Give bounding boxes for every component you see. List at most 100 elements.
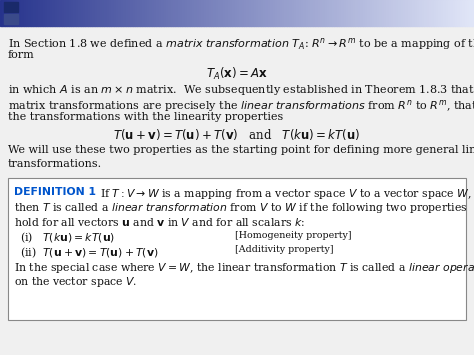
Bar [135, 0, 137, 26]
Bar [126, 0, 128, 26]
Bar [244, 0, 246, 26]
Bar [204, 0, 206, 26]
Bar [21, 0, 24, 26]
Bar [448, 0, 450, 26]
Bar [78, 0, 81, 26]
Bar [351, 0, 353, 26]
Bar [379, 0, 382, 26]
Bar [190, 0, 192, 26]
Bar [142, 0, 145, 26]
Bar [422, 0, 424, 26]
Bar [405, 0, 408, 26]
Bar [280, 0, 282, 26]
FancyBboxPatch shape [8, 178, 466, 320]
Bar [438, 0, 441, 26]
Bar [358, 0, 360, 26]
Bar [62, 0, 64, 26]
Bar [313, 0, 315, 26]
Bar [365, 0, 367, 26]
Bar [168, 0, 171, 26]
Bar [237, 0, 239, 26]
Bar [216, 0, 218, 26]
Bar [69, 0, 71, 26]
Bar [462, 0, 465, 26]
Bar [12, 0, 14, 26]
Bar [199, 0, 201, 26]
Text: the transformations with the linearity properties: the transformations with the linearity p… [8, 112, 283, 122]
Bar [339, 0, 341, 26]
Bar [450, 0, 453, 26]
Text: [Homogeneity property]: [Homogeneity property] [235, 231, 352, 240]
Bar [263, 0, 265, 26]
Bar [232, 0, 235, 26]
Bar [415, 0, 417, 26]
Bar [173, 0, 175, 26]
Bar [251, 0, 254, 26]
Bar [57, 0, 59, 26]
Bar [159, 0, 161, 26]
Bar [36, 0, 38, 26]
Bar [469, 0, 472, 26]
Bar [453, 0, 455, 26]
Bar [156, 0, 159, 26]
Bar [145, 0, 147, 26]
Bar [363, 0, 365, 26]
Bar [185, 0, 187, 26]
Bar [457, 0, 460, 26]
Bar [472, 0, 474, 26]
Bar [246, 0, 249, 26]
Bar [337, 0, 339, 26]
Bar [230, 0, 232, 26]
Bar [17, 0, 19, 26]
Bar [33, 0, 36, 26]
Text: $T_A(\mathbf{x}) = A\mathbf{x}$: $T_A(\mathbf{x}) = A\mathbf{x}$ [206, 66, 268, 82]
Bar [137, 0, 140, 26]
Bar [353, 0, 356, 26]
Bar [24, 0, 26, 26]
Bar [123, 0, 126, 26]
Bar [265, 0, 268, 26]
Bar [140, 0, 142, 26]
Bar [147, 0, 149, 26]
Bar [133, 0, 135, 26]
Bar [97, 0, 100, 26]
Bar [277, 0, 280, 26]
Bar [235, 0, 237, 26]
Bar [225, 0, 228, 26]
Bar [424, 0, 427, 26]
Bar [178, 0, 180, 26]
Bar [419, 0, 422, 26]
Bar [121, 0, 123, 26]
Bar [182, 0, 185, 26]
Bar [332, 0, 334, 26]
Bar [50, 0, 52, 26]
Bar [308, 0, 310, 26]
Bar [261, 0, 263, 26]
Text: hold for all vectors $\mathbf{u}$ and $\mathbf{v}$ in $V$ and for all scalars $k: hold for all vectors $\mathbf{u}$ and $\… [14, 215, 305, 228]
Bar [289, 0, 292, 26]
Bar [152, 0, 154, 26]
Bar [320, 0, 322, 26]
Bar [242, 0, 244, 26]
Text: DEFINITION 1: DEFINITION 1 [14, 187, 96, 197]
Bar [116, 0, 118, 26]
Bar [109, 0, 111, 26]
Bar [348, 0, 351, 26]
Bar [45, 0, 47, 26]
Bar [292, 0, 294, 26]
Text: In the special case where $V = W$, the linear transformation $T$ is called a $\m: In the special case where $V = W$, the l… [14, 261, 474, 275]
Bar [287, 0, 289, 26]
Text: $T(\mathbf{u} + \mathbf{v}) = T(\mathbf{u}) + T(\mathbf{v})$   and   $T(k\mathbf: $T(\mathbf{u} + \mathbf{v}) = T(\mathbf{… [113, 127, 361, 142]
Bar [372, 0, 374, 26]
Text: (ii)  $T(\mathbf{u} + \mathbf{v}) = T(\mathbf{u}) + T(\mathbf{v})$: (ii) $T(\mathbf{u} + \mathbf{v}) = T(\ma… [20, 245, 158, 260]
Bar [19, 0, 21, 26]
Bar [55, 0, 57, 26]
Bar [322, 0, 325, 26]
Bar [201, 0, 204, 26]
Bar [228, 0, 230, 26]
Bar [467, 0, 469, 26]
Bar [104, 0, 107, 26]
Bar [436, 0, 438, 26]
Bar [0, 0, 2, 26]
Bar [211, 0, 213, 26]
